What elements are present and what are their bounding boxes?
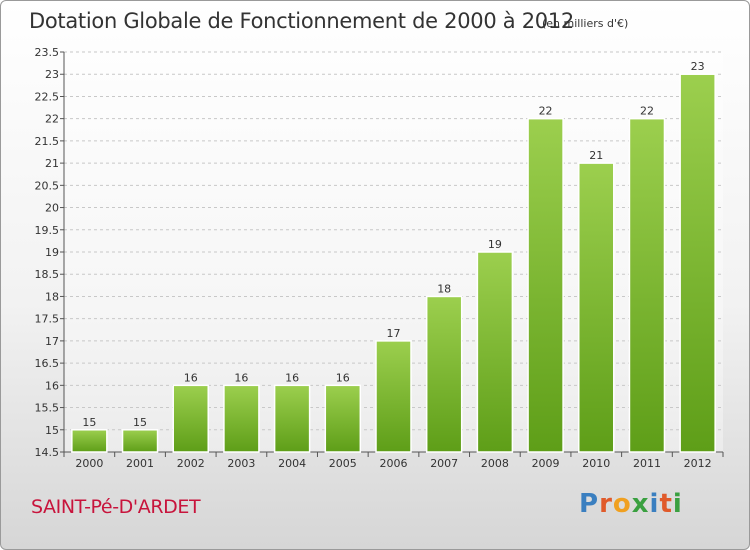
x-tick-label: 2003 bbox=[227, 457, 255, 470]
data-label: 16 bbox=[285, 371, 299, 384]
bar bbox=[324, 384, 362, 453]
bar bbox=[223, 384, 260, 453]
data-label: 15 bbox=[133, 416, 147, 429]
chart-title: Dotation Globale de Fonctionnement de 20… bbox=[29, 9, 574, 33]
y-tick-label: 17.5 bbox=[35, 313, 60, 326]
x-tick-label: 2010 bbox=[582, 457, 610, 470]
y-tick-label: 20.5 bbox=[35, 179, 60, 192]
data-label: 18 bbox=[437, 282, 451, 295]
data-label: 22 bbox=[539, 105, 553, 118]
logo-letter: t bbox=[659, 489, 673, 519]
x-tick-label: 2008 bbox=[481, 457, 509, 470]
data-label: 22 bbox=[640, 105, 654, 118]
y-tick-label: 14.5 bbox=[35, 446, 60, 459]
y-tick-label: 23 bbox=[45, 68, 59, 81]
bar bbox=[121, 429, 159, 453]
y-tick-label: 15.5 bbox=[35, 402, 60, 415]
bar bbox=[628, 117, 666, 453]
x-tick-label: 2004 bbox=[278, 457, 306, 470]
logo-letter: i bbox=[649, 489, 660, 519]
y-tick-label: 23.5 bbox=[35, 46, 60, 59]
y-tick-label: 19 bbox=[45, 246, 59, 259]
bar bbox=[375, 340, 412, 453]
y-tick-label: 16 bbox=[45, 379, 59, 392]
bar bbox=[71, 429, 108, 453]
logo-letter: P bbox=[579, 489, 600, 519]
bars bbox=[71, 73, 716, 453]
y-tick-label: 15 bbox=[45, 424, 59, 437]
data-label: 16 bbox=[336, 371, 350, 384]
y-tick-label: 18 bbox=[45, 290, 59, 303]
data-label: 21 bbox=[589, 149, 603, 162]
x-tick-label: 2005 bbox=[329, 457, 357, 470]
data-label: 15 bbox=[82, 416, 96, 429]
bar bbox=[578, 162, 615, 453]
bar bbox=[527, 117, 564, 453]
y-tick-label: 22.5 bbox=[35, 90, 60, 103]
x-axis: 2000 2001 2002 2003 2004 2005 2006 2007 2008 2009… bbox=[63, 452, 724, 470]
data-label: 16 bbox=[234, 371, 248, 384]
y-tick-label: 16.5 bbox=[35, 357, 60, 370]
y-tick-label: 21.5 bbox=[35, 135, 60, 148]
x-tick-label: 2012 bbox=[684, 457, 712, 470]
x-tick-label: 2011 bbox=[633, 457, 661, 470]
bar bbox=[425, 295, 463, 453]
logo-letter: i bbox=[672, 489, 683, 519]
x-tick-label: 2006 bbox=[380, 457, 408, 470]
y-tick-label: 21 bbox=[45, 157, 59, 170]
chart-subtitle: (en milliers d'€) bbox=[542, 17, 629, 30]
logo-letter: x bbox=[631, 489, 650, 519]
data-label: 16 bbox=[184, 371, 198, 384]
x-tick-label: 2001 bbox=[126, 457, 154, 470]
y-tick-label: 19.5 bbox=[35, 224, 60, 237]
data-labels: 15 15 16 16 16 16 17 18 19 22 21 22 23 bbox=[82, 60, 704, 429]
data-label: 23 bbox=[691, 60, 705, 73]
x-tick-label: 2007 bbox=[430, 457, 458, 470]
y-tick-label: 20 bbox=[45, 202, 59, 215]
bar bbox=[172, 384, 209, 453]
x-tick-label: 2000 bbox=[75, 457, 103, 470]
y-axis: 14.5 15 15.5 16 16.5 17 17.5 18 18.5 19 19.5 20 20.5… bbox=[35, 46, 723, 459]
logo-letter: o bbox=[612, 489, 632, 519]
y-tick-label: 18.5 bbox=[35, 268, 60, 281]
bar bbox=[679, 73, 716, 453]
y-tick-label: 22 bbox=[45, 113, 59, 126]
x-tick-label: 2009 bbox=[532, 457, 560, 470]
proxiti-logo: Proxiti bbox=[579, 489, 683, 519]
commune-name: SAINT-Pé-D'ARDET bbox=[31, 496, 201, 518]
y-tick-label: 17 bbox=[45, 335, 59, 348]
data-label: 17 bbox=[387, 327, 401, 340]
bar bbox=[273, 384, 311, 453]
x-tick-label: 2002 bbox=[177, 457, 205, 470]
logo-letter: r bbox=[599, 489, 613, 519]
bar bbox=[476, 251, 514, 453]
data-label: 19 bbox=[488, 238, 502, 251]
